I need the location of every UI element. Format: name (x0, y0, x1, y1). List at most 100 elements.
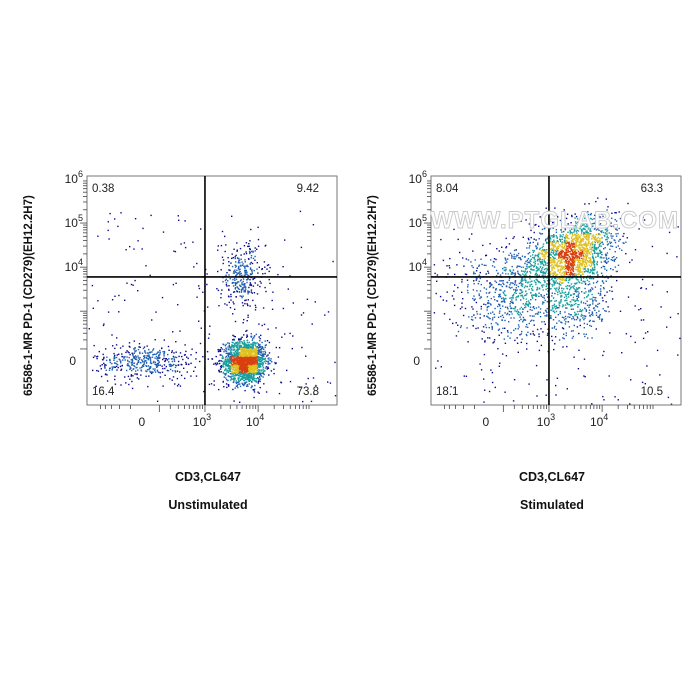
scatter-point (238, 257, 240, 260)
scatter-point (591, 267, 594, 269)
scatter-point (234, 387, 236, 389)
scatter-point (230, 363, 233, 365)
scatter-point (266, 360, 268, 362)
scatter-point (565, 236, 567, 238)
scatter-point (543, 268, 546, 271)
scatter-point (221, 360, 223, 363)
scatter-point (541, 228, 544, 231)
scatter-point (593, 240, 596, 243)
scatter-point (146, 357, 148, 359)
scatter-point (134, 355, 137, 357)
scatter-point (244, 369, 246, 371)
scatter-point (564, 238, 566, 240)
scatter-point (555, 277, 557, 280)
scatter-point (250, 352, 252, 355)
scatter-point (156, 400, 159, 402)
scatter-point (231, 341, 233, 344)
scatter-point (227, 357, 229, 359)
scatter-point (225, 343, 227, 346)
scatter-point (242, 295, 244, 297)
scatter-point (571, 273, 573, 275)
scatter-point (237, 375, 240, 377)
scatter-point (245, 370, 248, 372)
scatter-point (213, 363, 215, 365)
scatter-point (526, 301, 528, 303)
scatter-point (556, 247, 558, 249)
scatter-point (237, 262, 240, 264)
scatter-point (518, 282, 521, 285)
scatter-point (142, 347, 145, 350)
scatter-point (574, 237, 576, 239)
scatter-point (237, 368, 239, 371)
scatter-point (149, 358, 152, 360)
scatter-point (561, 241, 564, 243)
scatter-point (243, 356, 245, 359)
scatter-point (239, 295, 241, 297)
scatter-point (248, 291, 250, 293)
scatter-point (237, 341, 239, 343)
scatter-point (606, 231, 608, 233)
scatter-point (260, 366, 262, 368)
scatter-point (245, 271, 247, 273)
scatter-point (576, 232, 578, 234)
scatter-point (503, 298, 506, 300)
scatter-point (564, 240, 566, 242)
scatter-point (242, 377, 244, 379)
scatter-point (572, 267, 575, 269)
scatter-point (564, 244, 566, 247)
scatter-point (533, 257, 535, 260)
scatter-point (135, 356, 138, 358)
scatter-point (543, 301, 545, 304)
scatter-point (556, 219, 558, 221)
scatter-point (257, 238, 260, 241)
scatter-point (254, 250, 256, 252)
scatter-point (538, 269, 540, 271)
scatter-point (238, 269, 240, 271)
scatter-point (534, 254, 537, 256)
scatter-point (229, 360, 231, 362)
scatter-point (565, 233, 567, 236)
scatter-point (551, 259, 553, 261)
scatter-point (481, 330, 483, 332)
scatter-point (567, 249, 569, 252)
scatter-point (575, 237, 577, 239)
scatter-point (299, 210, 302, 213)
scatter-point (465, 273, 468, 276)
scatter-point (190, 354, 192, 356)
scatter-point (603, 257, 605, 259)
scatter-point (500, 315, 502, 318)
scatter-point (534, 264, 536, 266)
scatter-point (520, 318, 522, 321)
scatter-point (221, 348, 223, 350)
scatter-point (581, 282, 583, 284)
scatter-point (459, 326, 462, 329)
scatter-point (241, 361, 243, 363)
scatter-point (536, 274, 539, 276)
scatter-point (234, 377, 236, 380)
scatter-point (252, 250, 254, 252)
scatter-point (566, 261, 568, 264)
scatter-point (226, 272, 228, 274)
scatter-point (597, 234, 599, 236)
scatter-point (498, 334, 500, 336)
scatter-point (561, 242, 563, 245)
scatter-point (504, 270, 506, 272)
scatter-point (478, 293, 480, 295)
scatter-point (587, 257, 590, 259)
scatter-point (538, 349, 541, 352)
scatter-point (249, 355, 251, 357)
scatter-point (239, 354, 241, 357)
scatter-point (243, 370, 245, 372)
scatter-point (184, 344, 186, 346)
scatter-point (149, 371, 152, 374)
scatter-point (474, 272, 476, 275)
scatter-point (186, 356, 188, 358)
scatter-point (603, 248, 605, 250)
scatter-point (202, 356, 204, 358)
scatter-point (511, 255, 513, 258)
scatter-point (140, 362, 142, 364)
scatter-point (109, 361, 111, 364)
scatter-point (540, 328, 542, 330)
scatter-point (578, 272, 580, 275)
